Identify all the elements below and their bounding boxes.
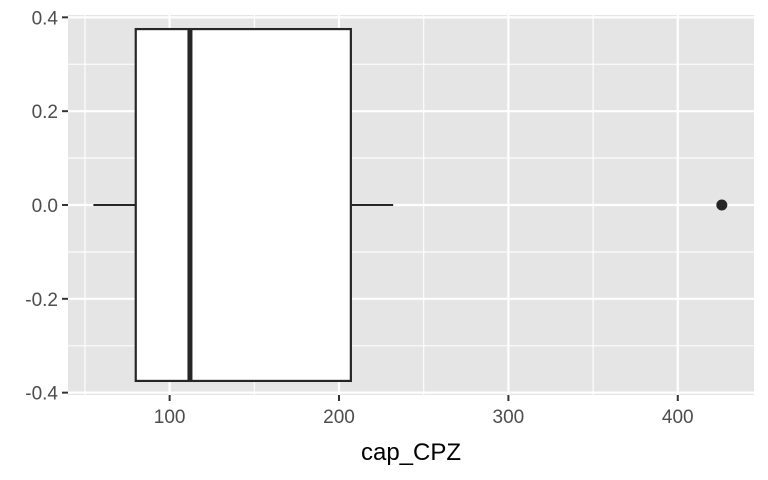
y-tick-label: 0.2 (32, 102, 58, 123)
y-tick-label: 0.0 (32, 196, 58, 217)
x-axis-title: cap_CPZ (361, 439, 461, 466)
outlier-point (716, 199, 728, 211)
x-axis: 100 200 300 400 (154, 395, 694, 428)
box-iqr (134, 27, 352, 383)
y-tick-label: -0.2 (25, 290, 58, 311)
boxplot-marks (93, 27, 728, 383)
x-tick-label: 100 (154, 407, 186, 428)
y-axis: 0.4 0.2 0.0 -0.2 -0.4 (25, 8, 68, 405)
x-tick-label: 200 (323, 407, 355, 428)
y-tick-label: -0.4 (25, 384, 58, 405)
y-tick-label: 0.4 (32, 8, 59, 29)
x-tick-label: 300 (493, 407, 525, 428)
x-tick-label: 400 (662, 407, 694, 428)
